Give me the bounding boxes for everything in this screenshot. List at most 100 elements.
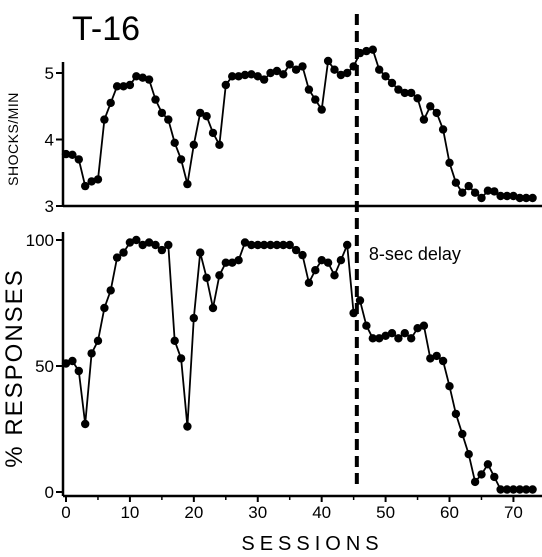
figure-title: T-16 xyxy=(72,10,140,48)
shocks-data-point xyxy=(502,191,512,201)
shocks-data-point xyxy=(298,62,307,71)
shocks-data-point xyxy=(330,65,339,74)
responses-data-point xyxy=(144,238,154,247)
shocks-data-point xyxy=(93,175,103,184)
shocks-data-point xyxy=(228,72,237,81)
shocks-data-point xyxy=(490,187,499,196)
shocks-data-point xyxy=(323,56,333,66)
shocks-data-point xyxy=(458,188,467,197)
responses-data-point xyxy=(355,296,365,305)
responses-data-point xyxy=(413,324,422,333)
shocks-data-point xyxy=(196,108,205,118)
responses-data-point xyxy=(464,450,473,459)
x-tick-label: 20 xyxy=(184,503,203,522)
responses-data-point xyxy=(311,266,320,275)
shocks-data-point xyxy=(317,105,326,114)
shocks-data-point xyxy=(522,193,531,203)
top-y-axis-label: SHOCKS/MIN xyxy=(5,92,21,186)
shocks-data-point xyxy=(304,85,314,94)
responses-data-point xyxy=(259,240,269,250)
responses-data-point xyxy=(240,238,250,247)
responses-data-point xyxy=(61,359,71,368)
responses-data-point xyxy=(106,286,115,295)
responses-y-tick-label: 0 xyxy=(45,483,54,502)
x-tick-label: 10 xyxy=(120,503,139,522)
shocks-data-point xyxy=(477,193,486,203)
shocks-data-point xyxy=(464,181,473,191)
shocks-data-point xyxy=(279,70,288,79)
shocks-data-point xyxy=(61,149,71,159)
responses-data-point xyxy=(228,258,237,267)
shocks-data-point xyxy=(400,88,409,98)
top-panel: 3 4 5 SHOCKS/MIN xyxy=(5,45,542,216)
shocks-data-point xyxy=(234,72,243,81)
responses-data-point xyxy=(400,329,409,338)
x-tick-label: 50 xyxy=(376,503,395,522)
x-tick-label: 60 xyxy=(440,503,459,522)
responses-data-point xyxy=(119,248,128,257)
responses-data-point xyxy=(112,253,122,262)
responses-data-point xyxy=(343,240,352,250)
responses-data-point xyxy=(285,240,294,250)
shocks-data-point xyxy=(68,150,77,159)
shocks-data-point xyxy=(215,140,224,149)
shocks-data-point xyxy=(157,108,167,118)
responses-data-point xyxy=(100,303,109,313)
shocks-data-point xyxy=(426,102,435,111)
shocks-data-point xyxy=(119,82,128,91)
shocks-data-point xyxy=(112,82,122,91)
responses-data-point xyxy=(247,240,256,250)
x-axis-label: SESSIONS xyxy=(241,533,383,555)
responses-data-point xyxy=(304,278,314,287)
shocks-data-point xyxy=(509,191,518,201)
shocks-data-point xyxy=(387,78,397,88)
responses-data-point xyxy=(196,248,205,257)
responses-data-point xyxy=(509,485,518,494)
shocks-data-point xyxy=(138,73,147,82)
responses-data-point xyxy=(394,334,403,343)
responses-data-point xyxy=(496,485,505,494)
shocks-data-point xyxy=(253,72,262,81)
shocks-data-point xyxy=(106,98,115,108)
shocks-data-point xyxy=(266,68,275,78)
responses-data-point xyxy=(68,356,77,366)
responses-data-point xyxy=(266,240,275,250)
responses-data-point xyxy=(515,485,524,494)
responses-data-point xyxy=(522,485,531,494)
responses-data-point xyxy=(81,419,90,429)
responses-data-point xyxy=(215,271,224,280)
responses-data-point xyxy=(298,250,307,260)
responses-data-point xyxy=(253,240,262,250)
responses-series-line xyxy=(65,238,533,491)
responses-data-point xyxy=(189,313,198,323)
responses-y-tick-label: 100 xyxy=(26,231,54,250)
responses-data-point xyxy=(176,354,186,363)
shocks-data-point xyxy=(496,191,505,201)
shocks-data-point xyxy=(394,85,403,94)
shocks-data-point xyxy=(445,158,454,167)
x-tick-label: 70 xyxy=(504,503,523,522)
responses-data-point xyxy=(164,240,173,250)
responses-data-point xyxy=(490,472,499,482)
x-tick-label: 0 xyxy=(61,503,70,522)
responses-data-point xyxy=(451,409,461,419)
shocks-data-point xyxy=(189,140,198,149)
shocks-data-point xyxy=(170,138,179,147)
shocks-data-point xyxy=(291,65,301,74)
responses-data-point xyxy=(375,334,384,343)
shocks-data-point xyxy=(285,60,294,69)
responses-data-point xyxy=(138,240,147,250)
responses-data-point xyxy=(74,366,84,376)
shocks-data-point xyxy=(362,46,371,56)
shocks-data-point xyxy=(183,179,192,189)
shocks-data-point xyxy=(202,112,211,121)
responses-data-point xyxy=(183,422,192,431)
shocks-data-point xyxy=(515,193,524,203)
responses-data-point xyxy=(387,329,397,338)
shocks-data-point xyxy=(311,95,320,104)
shocks-data-point xyxy=(240,70,250,80)
responses-data-point xyxy=(132,235,141,245)
responses-data-point xyxy=(125,238,135,247)
responses-data-point xyxy=(458,429,467,439)
